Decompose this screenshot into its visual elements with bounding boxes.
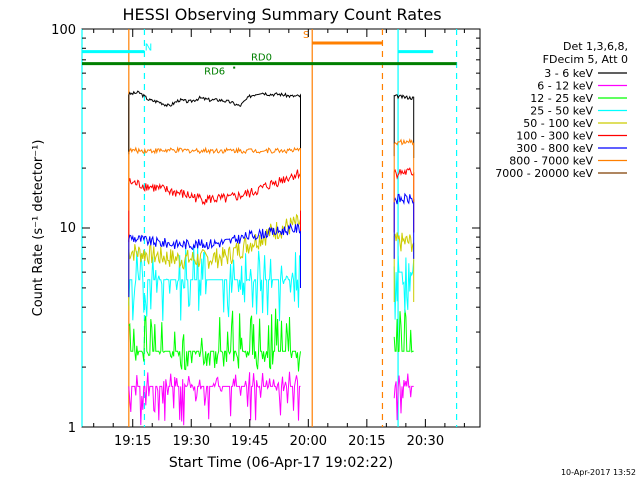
- y-axis-label: Count Rate (s⁻¹ detector⁻¹): [31, 140, 46, 317]
- series-line: [393, 137, 415, 203]
- legend-label: 3 - 6 keV: [544, 67, 593, 80]
- series-line: [393, 373, 414, 421]
- series-line: [393, 167, 415, 233]
- x-tick-label: 20:15: [348, 434, 385, 449]
- timestamp: 10-Apr-2017 13:52: [561, 468, 636, 477]
- x-tick-label: 20:30: [407, 434, 444, 449]
- x-tick-label: 19:15: [114, 434, 151, 449]
- series-line: [393, 192, 415, 259]
- series-line: [393, 94, 415, 158]
- legend-label: 800 - 7000 keV: [509, 155, 593, 168]
- legend-label: 300 - 800 keV: [516, 142, 593, 155]
- chart-title: HESSI Observing Summary Count Rates: [122, 5, 441, 24]
- series-line: [393, 308, 414, 353]
- flag-dot: [233, 66, 236, 69]
- y-tick-label: 10: [59, 221, 76, 236]
- legend-label: 12 - 25 keV: [530, 92, 593, 105]
- y-tick-label: 1: [68, 421, 76, 436]
- x-tick-label: 19:45: [231, 434, 268, 449]
- legend-label: 25 - 50 keV: [530, 105, 593, 118]
- series-line: [128, 308, 301, 372]
- x-axis-label: Start Time (06-Apr-17 19:02:22): [169, 455, 393, 471]
- plot-frame: [81, 28, 481, 428]
- series-line: [128, 146, 301, 211]
- legend-header: FDecim 5, Att 0: [543, 53, 628, 66]
- legend-label: 7000 - 20000 keV: [495, 167, 593, 180]
- series-line: [128, 213, 301, 311]
- legend-header: Det 1,3,6,8,: [563, 40, 628, 53]
- legend-label: 50 - 100 keV: [523, 117, 593, 130]
- series-line: [128, 169, 301, 243]
- series-line: [128, 222, 301, 298]
- series-line: [393, 255, 415, 320]
- x-tick-label: 19:30: [173, 434, 210, 449]
- legend-label: 6 - 12 keV: [537, 80, 593, 93]
- flag-label: S: [303, 30, 309, 41]
- series-line: [128, 245, 301, 322]
- legend-label: 100 - 300 keV: [516, 130, 593, 143]
- series-line: [128, 371, 301, 426]
- series-line: [128, 90, 301, 157]
- series-line: [393, 232, 415, 302]
- x-tick-label: 20:00: [290, 434, 327, 449]
- flag-label: RD6: [204, 67, 225, 78]
- y-tick-label: 100: [51, 23, 76, 38]
- flag-label: N: [145, 43, 152, 54]
- flag-label: RD0: [251, 53, 272, 64]
